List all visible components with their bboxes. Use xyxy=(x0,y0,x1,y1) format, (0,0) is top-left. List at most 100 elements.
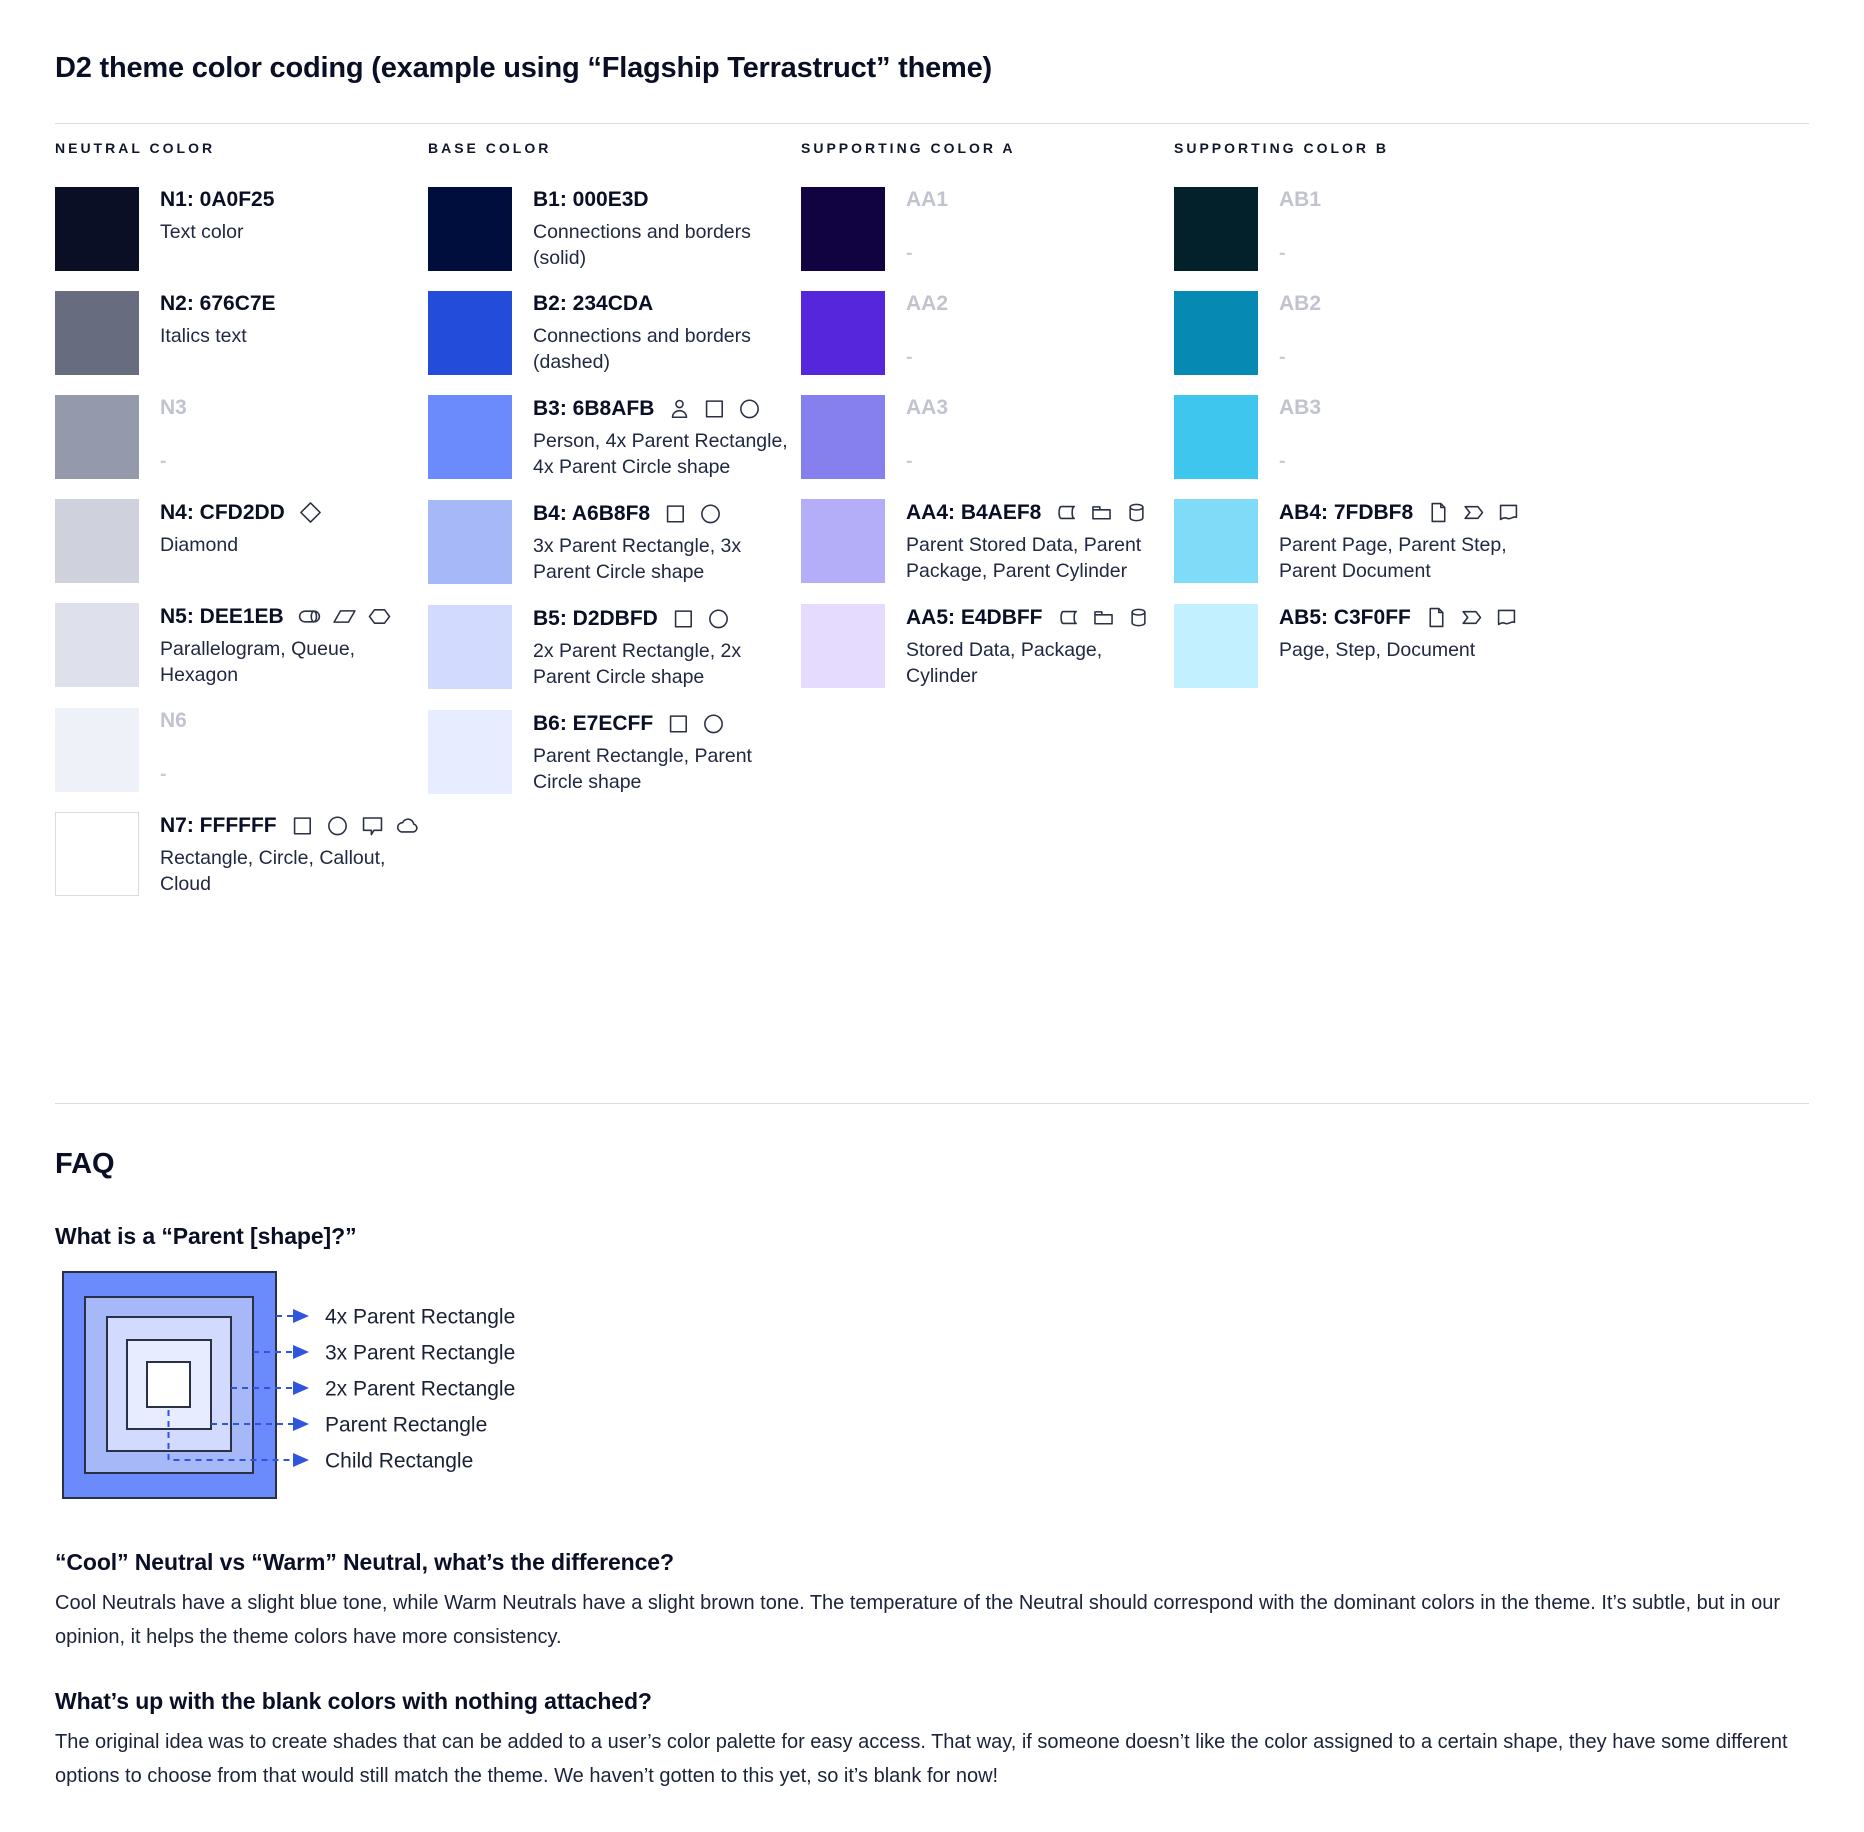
theme-palette-grid: NEUTRAL COLOR N1: 0A0F25 Text color N2: 676… xyxy=(55,140,1809,917)
color-swatch xyxy=(801,604,885,688)
palette-column: NEUTRAL COLOR N1: 0A0F25 Text color N2: 676… xyxy=(55,140,428,917)
column-header: SUPPORTING COLOR B xyxy=(1174,140,1390,156)
diagram-label: 4x Parent Rectangle xyxy=(325,1306,515,1329)
palette-column: BASE COLOR B1: 000E3D Connections and bord… xyxy=(428,140,801,917)
color-swatch xyxy=(55,603,139,687)
palette-row: AB2 - xyxy=(1174,291,1547,375)
swatch-code: B4: A6B8F8 xyxy=(533,501,651,525)
person-icon xyxy=(672,399,688,419)
color-swatch xyxy=(801,395,885,479)
swatch-code: N2: 676C7E xyxy=(160,292,276,315)
swatch-description: Connections and borders (solid) xyxy=(533,221,751,269)
diagram-label: Child Rectangle xyxy=(325,1450,473,1473)
swatch-code: AB3 xyxy=(1279,396,1322,419)
color-swatch xyxy=(55,395,139,479)
step-icon xyxy=(1462,610,1482,625)
palette-row: N2: 676C7E Italics text xyxy=(55,291,428,375)
color-swatch xyxy=(55,499,139,583)
palette-row: N3 - xyxy=(55,395,428,479)
color-swatch xyxy=(428,291,512,375)
stored-data-icon xyxy=(1059,610,1077,625)
swatch-info: AB5: C3F0FF Page, Step, Document xyxy=(1279,604,1537,663)
swatch-description: Text color xyxy=(160,221,244,243)
swatch-code: B2: 234CDA xyxy=(533,292,654,315)
cloud-icon xyxy=(396,818,418,833)
diagram-label: 2x Parent Rectangle xyxy=(325,1378,515,1401)
swatch-code: AB5: C3F0FF xyxy=(1279,605,1411,629)
swatch-info: AB1 - xyxy=(1279,187,1537,266)
swatch-info: AA4: B4AEF8 Parent Stored Data, Parent Pa… xyxy=(906,499,1164,584)
swatch-description: Parent Page, Parent Step, Parent Documen… xyxy=(1279,534,1507,582)
page-icon xyxy=(1429,607,1444,628)
callout-icon xyxy=(362,817,382,836)
shape-icons xyxy=(663,501,723,526)
divider-top xyxy=(55,123,1809,124)
shape-icons xyxy=(1056,605,1151,630)
swatch-code: N1: 0A0F25 xyxy=(160,188,275,211)
color-swatch xyxy=(1174,604,1258,688)
swatch-code: N6 xyxy=(160,709,187,732)
shape-icons xyxy=(290,813,420,838)
color-swatch xyxy=(55,812,139,896)
palette-row: AA1 - xyxy=(801,187,1174,271)
swatch-code: B5: D2DBFD xyxy=(533,606,658,630)
swatch-info: N4: CFD2DD Diamond xyxy=(160,499,418,558)
parent-shape-diagram: 4x Parent Rectangle 3x Parent Rectangle 2x… xyxy=(55,1264,1809,1521)
circle-icon xyxy=(740,399,760,419)
color-swatch xyxy=(428,710,512,794)
palette-row: B5: D2DBFD 2x Parent Rectangle, 2x Parent… xyxy=(428,605,801,690)
swatch-info: B3: 6B8AFB Person, 4x Parent Rectangle, 4… xyxy=(533,395,791,480)
swatch-description: Stored Data, Package, Cylinder xyxy=(906,639,1103,687)
swatch-code: AB4: 7FDBF8 xyxy=(1279,500,1414,524)
color-swatch xyxy=(428,187,512,271)
palette-row: B1: 000E3D Connections and borders (solid… xyxy=(428,187,801,271)
swatch-description: - xyxy=(1279,346,1286,368)
palette-row: B2: 234CDA Connections and borders (dashe… xyxy=(428,291,801,375)
stored-data-icon xyxy=(1058,505,1076,520)
shape-icons xyxy=(298,500,323,525)
swatch-description: Diamond xyxy=(160,534,239,556)
queue-icon xyxy=(298,610,320,623)
page-icon xyxy=(1431,502,1446,523)
diagram-arrow xyxy=(167,1410,309,1467)
palette-row: B6: E7ECFF Parent Rectangle, Parent Circl… xyxy=(428,710,801,795)
color-swatch xyxy=(801,499,885,583)
swatch-info: AA1 - xyxy=(906,187,1164,266)
swatch-code: N4: CFD2DD xyxy=(160,500,285,524)
palette-row: AB5: C3F0FF Page, Step, Document xyxy=(1174,604,1547,688)
swatch-description: Parent Stored Data, Parent Package, Pare… xyxy=(906,534,1142,582)
palette-row: B3: 6B8AFB Person, 4x Parent Rectangle, 4… xyxy=(428,395,801,480)
swatch-description: Connections and borders (dashed) xyxy=(533,325,751,373)
shape-icons xyxy=(297,604,392,629)
shape-icons xyxy=(671,606,731,631)
column-header: BASE COLOR xyxy=(428,140,552,156)
swatch-code: AA5: E4DBFF xyxy=(906,605,1043,629)
swatch-info: B4: A6B8F8 3x Parent Rectangle, 3x Parent… xyxy=(533,500,791,585)
palette-row: N4: CFD2DD Diamond xyxy=(55,499,428,583)
column-header: NEUTRAL COLOR xyxy=(55,140,216,156)
swatch-description: - xyxy=(160,763,167,785)
faq-heading: FAQ xyxy=(55,1148,115,1180)
swatch-info: N3 - xyxy=(160,395,418,474)
swatch-info: N1: 0A0F25 Text color xyxy=(160,187,418,245)
swatch-info: N5: DEE1EB Parallelogram, Queue, Hexagon xyxy=(160,603,418,688)
shape-icons xyxy=(666,711,726,736)
swatch-info: AB4: 7FDBF8 Parent Page, Parent Step, Par… xyxy=(1279,499,1537,584)
circle-icon xyxy=(327,816,347,836)
swatch-description: - xyxy=(906,346,913,368)
swatch-info: AA3 - xyxy=(906,395,1164,474)
diagram-label: 3x Parent Rectangle xyxy=(325,1342,515,1365)
cylinder-icon xyxy=(1130,608,1146,627)
shape-icons xyxy=(667,396,762,421)
swatch-description: Italics text xyxy=(160,325,247,347)
color-swatch xyxy=(801,187,885,271)
swatch-info: N2: 676C7E Italics text xyxy=(160,291,418,349)
color-swatch xyxy=(428,605,512,689)
swatch-code: N7: FFFFFF xyxy=(160,813,277,837)
swatch-code: N5: DEE1EB xyxy=(160,604,284,628)
swatch-description: 3x Parent Rectangle, 3x Parent Circle sh… xyxy=(533,535,742,583)
package-icon xyxy=(1093,611,1113,625)
swatch-description: - xyxy=(906,450,913,472)
swatch-description: Person, 4x Parent Rectangle, 4x Parent C… xyxy=(533,430,788,478)
palette-row: N7: FFFFFF Rectangle, Circle, Callout, Cl… xyxy=(55,812,428,897)
